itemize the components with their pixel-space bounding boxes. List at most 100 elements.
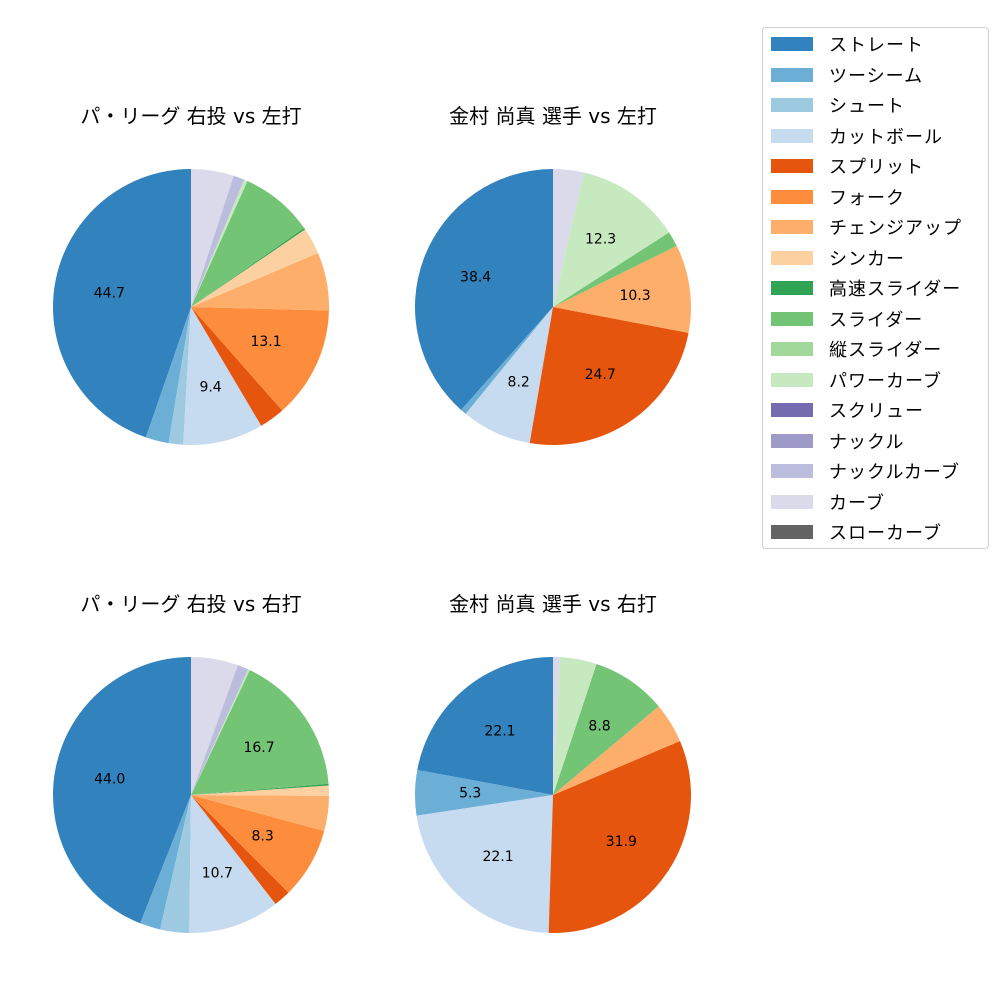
pie-slice <box>145 307 191 444</box>
legend-item: スクリュー <box>771 395 924 425</box>
legend-label: チェンジアップ <box>829 218 962 239</box>
pie-slice-label: 8.2 <box>508 374 530 390</box>
pie-slice <box>191 229 318 307</box>
pie-slice <box>52 169 191 438</box>
legend-label: カーブ <box>829 492 885 514</box>
pie-slice <box>191 670 329 795</box>
pie-slice <box>191 783 329 795</box>
chart-title: 金村 尚真 選手 vs 右打 <box>449 592 657 616</box>
pie-slice <box>417 657 553 795</box>
legend-item: フォーク <box>771 182 905 212</box>
pie-slice <box>553 172 670 307</box>
pie-slice <box>191 179 248 307</box>
pie-slice <box>415 169 553 410</box>
pie-slice <box>183 307 262 446</box>
legend-swatch <box>771 372 813 387</box>
pie-slice <box>553 245 691 333</box>
pie-slice <box>53 657 192 924</box>
chart-title: パ・リーグ 右投 vs 左打 <box>80 104 302 128</box>
chart-title: パ・リーグ 右投 vs 右打 <box>80 592 302 616</box>
pie-slice-label: 13.1 <box>250 334 281 350</box>
pie-slice <box>529 307 689 445</box>
pie-slice-label: 22.1 <box>484 723 515 739</box>
legend-swatch <box>771 464 813 478</box>
pie-chart-kanemura-vs-lhb: 金村 尚真 選手 vs 左打 38.4 8.2 24.7 10.3 12.3 <box>388 100 718 520</box>
pie-slice <box>465 307 553 444</box>
legend-label: スプリット <box>829 157 924 178</box>
chart-title: 金村 尚真 選手 vs 左打 <box>449 104 657 128</box>
legend-swatch <box>771 67 813 82</box>
pie-slice-label: 12.3 <box>585 231 616 247</box>
pie-slice <box>140 795 191 930</box>
pie-slice <box>461 307 553 414</box>
legend-label: ストレート <box>829 35 924 56</box>
legend-label: ツーシーム <box>829 65 924 87</box>
legend-label: スローカーブ <box>829 523 942 544</box>
legend-swatch <box>771 220 813 234</box>
legend-label: 高速スライダー <box>829 279 962 300</box>
pie: 44.7 9.4 13.1 <box>52 169 329 446</box>
pie-slice <box>191 657 238 795</box>
pie-slice-label: 8.8 <box>588 719 610 735</box>
pie-slice <box>553 706 680 795</box>
pie-slice-label: 38.4 <box>460 269 491 285</box>
legend-item: 縦スライダー <box>771 334 942 364</box>
pie-slice <box>191 228 306 307</box>
legend-label: スライダー <box>829 309 924 331</box>
legend-swatch <box>771 281 813 295</box>
legend-swatch <box>771 433 813 448</box>
pie-slice-label: 9.4 <box>199 379 221 395</box>
legend-swatch <box>771 189 813 204</box>
pie-slice <box>553 657 597 795</box>
pie-slice-label: 5.3 <box>459 786 481 802</box>
pie-slice <box>191 669 250 795</box>
pie-slice <box>553 657 560 795</box>
pie-slice-label: 16.7 <box>243 740 274 756</box>
pie-slice <box>191 307 283 426</box>
pie-chart-league-rhp-vs-lhb: パ・リーグ 右投 vs 左打 44.7 9.4 13.1 <box>26 100 356 520</box>
pie-slice <box>168 307 191 445</box>
legend-swatch <box>771 98 813 112</box>
legend-item: シンカー <box>771 243 905 273</box>
pie-slice-label: 24.7 <box>585 367 616 383</box>
legend-item: ナックル <box>771 426 904 456</box>
legend-swatch <box>771 37 813 51</box>
legend-item: スローカーブ <box>771 517 942 547</box>
pie-slice <box>553 664 659 795</box>
legend-swatch <box>771 342 813 356</box>
pie-slice-label: 31.9 <box>606 834 637 850</box>
pie-slice <box>189 795 276 933</box>
pie-slice-label: 8.3 <box>252 828 274 844</box>
pie-slice <box>191 665 249 795</box>
legend-item: カーブ <box>771 487 885 517</box>
pie-slice <box>553 232 677 307</box>
legend-label: 縦スライダー <box>829 340 943 361</box>
legend: ストレートツーシームシュートカットボール スプリットフォークチェンジアップシンカー… <box>762 27 989 549</box>
pie-slice <box>548 740 691 933</box>
pie-slice-label: 10.3 <box>619 288 650 304</box>
legend-swatch <box>771 250 813 265</box>
legend-label: フォーク <box>829 187 905 209</box>
pie-chart-kanemura-vs-rhb: 金村 尚真 選手 vs 右打 22.1 5.3 22.1 31.9 8.8 <box>388 588 718 1008</box>
legend-item: 高速スライダー <box>771 273 961 303</box>
legend-swatch <box>771 525 813 539</box>
pie: 22.1 5.3 22.1 31.9 8.8 <box>415 657 691 933</box>
legend-item: カットボール <box>771 121 943 151</box>
pie-slice <box>191 795 325 893</box>
pie-slice <box>191 181 305 307</box>
legend-label: シュート <box>829 96 905 117</box>
legend-label: スクリュー <box>829 401 924 422</box>
legend-label: カットボール <box>829 126 943 148</box>
legend-swatch <box>771 403 813 417</box>
legend-swatch <box>771 128 813 143</box>
pie-slice <box>416 795 553 933</box>
legend-label: ナックル <box>829 431 905 453</box>
legend-item: チェンジアップ <box>771 212 962 242</box>
legend-label: ナックルカーブ <box>829 462 960 483</box>
pie-slice <box>191 785 329 796</box>
legend-item: ツーシーム <box>771 60 923 90</box>
pie-slice <box>191 175 245 307</box>
pie-slice <box>415 769 553 816</box>
pie-slice <box>160 795 191 933</box>
legend-swatch <box>771 311 813 326</box>
